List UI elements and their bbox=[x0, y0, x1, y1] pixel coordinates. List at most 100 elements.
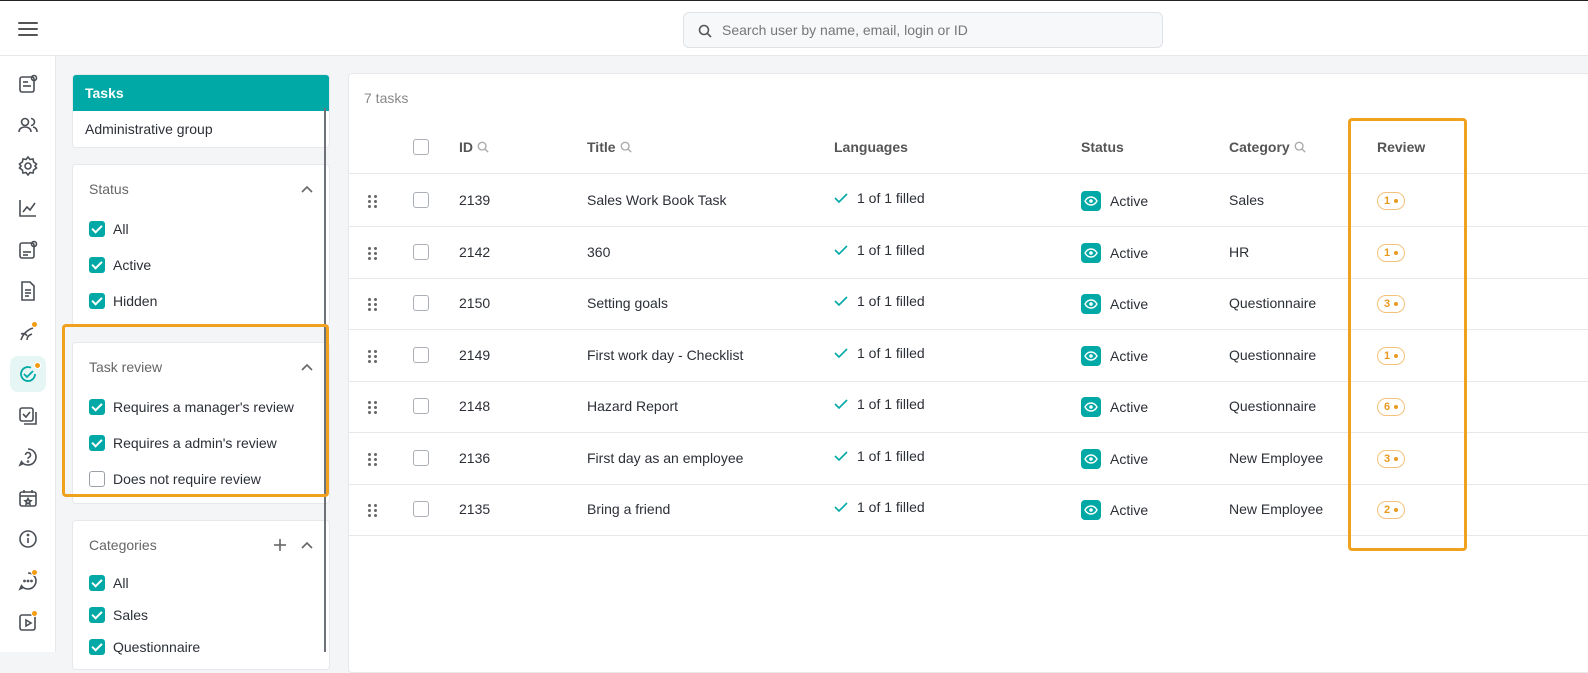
tab-tasks[interactable]: Tasks bbox=[73, 75, 329, 111]
languages-label: 1 of 1 filled bbox=[857, 344, 925, 361]
panel-divider bbox=[324, 108, 326, 652]
checkbox[interactable] bbox=[89, 221, 105, 237]
status-option-active[interactable]: Active bbox=[89, 247, 313, 283]
checkbox[interactable] bbox=[89, 607, 105, 623]
checkbox[interactable] bbox=[89, 399, 105, 415]
review-cell: 6 bbox=[1377, 398, 1406, 416]
category-option-questionnaire[interactable]: Questionnaire bbox=[89, 631, 313, 663]
checkbox[interactable] bbox=[89, 293, 105, 309]
search-icon[interactable] bbox=[477, 141, 489, 153]
category-option-sales[interactable]: Sales bbox=[89, 599, 313, 631]
checkbox[interactable] bbox=[89, 471, 105, 487]
notification-dot bbox=[31, 610, 38, 617]
task-title[interactable]: Sales Work Book Task bbox=[587, 192, 727, 208]
row-checkbox[interactable] bbox=[413, 501, 429, 517]
row-checkbox[interactable] bbox=[413, 346, 429, 363]
review-badge[interactable]: 6 bbox=[1377, 398, 1406, 416]
option-label: Questionnaire bbox=[113, 639, 201, 655]
drag-handle-icon[interactable] bbox=[367, 297, 379, 311]
task-title[interactable]: First work day - Checklist bbox=[587, 346, 744, 363]
news-icon[interactable] bbox=[17, 73, 39, 95]
check-icon bbox=[834, 502, 848, 512]
chevron-up-icon[interactable] bbox=[301, 363, 313, 371]
column-id[interactable]: ID bbox=[459, 139, 489, 155]
onboarding-icon[interactable] bbox=[17, 321, 39, 344]
table-row[interactable]: 2139 Sales Work Book Task 1 of 1 filled Act… bbox=[349, 175, 1588, 227]
checklist-icon[interactable] bbox=[17, 405, 39, 427]
review-count: 1 bbox=[1384, 349, 1391, 362]
drag-handle-icon[interactable] bbox=[367, 503, 379, 517]
search-icon[interactable] bbox=[1294, 141, 1306, 153]
task-category: Questionnaire bbox=[1229, 295, 1317, 311]
help-icon[interactable] bbox=[17, 446, 39, 468]
chat-icon[interactable] bbox=[17, 569, 39, 592]
review-option-none[interactable]: Does not require review bbox=[89, 461, 313, 497]
analytics-icon[interactable] bbox=[17, 197, 39, 219]
plus-icon[interactable] bbox=[273, 538, 287, 552]
review-cell: 1 bbox=[1377, 192, 1406, 210]
drag-handle-icon[interactable] bbox=[367, 246, 379, 260]
review-option-manager[interactable]: Requires a manager's review bbox=[89, 389, 313, 425]
users-icon[interactable] bbox=[17, 114, 39, 136]
search-input[interactable] bbox=[722, 13, 1152, 47]
video-icon[interactable] bbox=[17, 610, 39, 633]
table-row[interactable]: 2135 Bring a friend 1 of 1 filled Active New… bbox=[349, 484, 1588, 536]
drag-handle-icon[interactable] bbox=[367, 349, 379, 363]
chevron-up-icon[interactable] bbox=[301, 185, 313, 193]
calendar-icon[interactable] bbox=[17, 487, 39, 509]
drag-handle-icon[interactable] bbox=[367, 452, 379, 466]
profile-card-icon[interactable] bbox=[17, 239, 39, 261]
eye-icon bbox=[1081, 191, 1101, 211]
chevron-up-icon[interactable] bbox=[301, 541, 313, 549]
row-checkbox[interactable] bbox=[413, 192, 429, 208]
search-box[interactable] bbox=[683, 12, 1163, 48]
badge-dot bbox=[1394, 456, 1399, 461]
eye-icon bbox=[1081, 500, 1101, 520]
table-row[interactable]: 2142 360 1 of 1 filled Active HR 1 bbox=[349, 227, 1588, 279]
checkbox[interactable] bbox=[89, 257, 105, 273]
tasks-icon[interactable] bbox=[10, 356, 46, 392]
review-count: 3 bbox=[1384, 452, 1391, 465]
document-icon[interactable] bbox=[17, 280, 39, 302]
column-category[interactable]: Category bbox=[1229, 139, 1306, 155]
checkbox[interactable] bbox=[89, 639, 105, 655]
tab-administrative-group[interactable]: Administrative group bbox=[85, 121, 213, 137]
task-title[interactable]: Hazard Report bbox=[587, 398, 679, 414]
checkbox[interactable] bbox=[89, 575, 105, 591]
status-label: Active bbox=[1110, 502, 1149, 518]
review-option-admin[interactable]: Requires a admin's review bbox=[89, 425, 313, 461]
settings-icon[interactable] bbox=[17, 155, 39, 177]
status-option-hidden[interactable]: Hidden bbox=[89, 283, 313, 319]
task-title[interactable]: 360 bbox=[587, 243, 611, 260]
menu-icon[interactable] bbox=[18, 19, 38, 39]
row-checkbox[interactable] bbox=[413, 243, 429, 260]
checkbox[interactable] bbox=[89, 435, 105, 451]
review-badge[interactable]: 3 bbox=[1377, 295, 1406, 313]
review-count: 2 bbox=[1384, 504, 1391, 516]
column-title[interactable]: Title bbox=[587, 139, 632, 155]
review-badge[interactable]: 1 bbox=[1377, 346, 1406, 365]
info-icon[interactable] bbox=[17, 528, 39, 550]
review-badge[interactable]: 2 bbox=[1377, 501, 1406, 519]
category-option-all[interactable]: All bbox=[89, 567, 313, 599]
task-id: 2136 bbox=[459, 449, 491, 466]
task-title[interactable]: Bring a friend bbox=[587, 501, 671, 517]
status-option-all[interactable]: All bbox=[89, 211, 313, 247]
task-id: 2142 bbox=[459, 243, 491, 260]
review-badge[interactable]: 1 bbox=[1377, 192, 1406, 210]
drag-handle-icon[interactable] bbox=[367, 400, 379, 414]
row-checkbox[interactable] bbox=[413, 449, 429, 466]
row-checkbox[interactable] bbox=[413, 295, 429, 311]
table-row[interactable]: 2136 First day as an employee 1 of 1 fille… bbox=[349, 433, 1588, 485]
table-row[interactable]: 2150 Setting goals 1 of 1 filled Active Ques… bbox=[349, 278, 1588, 330]
task-title[interactable]: Setting goals bbox=[587, 295, 668, 311]
search-icon[interactable] bbox=[620, 141, 632, 153]
select-all-checkbox[interactable] bbox=[413, 139, 429, 155]
table-row[interactable]: 2149 First work day - Checklist 1 of 1 fil… bbox=[349, 330, 1588, 382]
table-row[interactable]: 2148 Hazard Report 1 of 1 filled Active Ques… bbox=[349, 381, 1588, 433]
row-checkbox[interactable] bbox=[413, 398, 429, 414]
review-badge[interactable]: 3 bbox=[1377, 449, 1406, 468]
drag-handle-icon[interactable] bbox=[367, 194, 379, 208]
task-title[interactable]: First day as an employee bbox=[587, 449, 744, 466]
review-badge[interactable]: 1 bbox=[1377, 243, 1406, 262]
